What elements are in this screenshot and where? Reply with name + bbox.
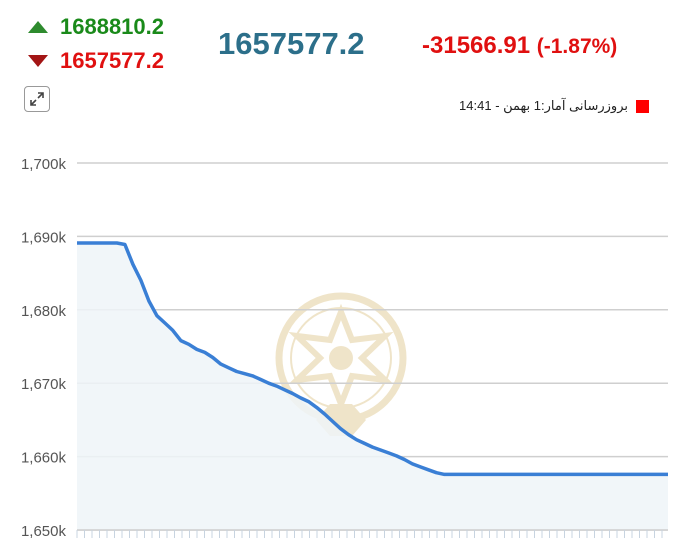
expand-icon [30, 92, 44, 106]
high-row: 1688810.2 [28, 14, 164, 40]
index-change: -31566.91 (-1.87%) [422, 32, 617, 60]
legend-swatch [636, 99, 649, 113]
change-value: -31566.91 [422, 32, 531, 59]
y-tick-label: 1,650k [21, 523, 67, 540]
low-row: 1657577.2 [28, 48, 164, 74]
change-percent: (-1.87%) [536, 35, 618, 58]
y-tick-label: 1,690k [21, 229, 67, 246]
y-tick-label: 1,680k [21, 303, 67, 320]
day-high-value: 1688810.2 [60, 14, 164, 39]
legend-label: بروزرسانی آمار:1 بهمن - 14:41 [459, 98, 628, 113]
triangle-up-icon [28, 21, 48, 33]
series-line [77, 241, 668, 477]
y-tick-label: 1,660k [21, 450, 67, 467]
expand-button[interactable] [24, 86, 50, 112]
day-low-value: 1657577.2 [60, 48, 164, 73]
y-tick-label: 1,670k [21, 376, 67, 393]
last-index-value: 1657577.2 [218, 26, 365, 61]
triangle-down-icon [28, 55, 48, 67]
y-tick-label: 1,700k [21, 156, 67, 173]
series-area [77, 243, 668, 530]
chart-legend: بروزرسانی آمار:1 بهمن - 14:41 [459, 98, 649, 114]
